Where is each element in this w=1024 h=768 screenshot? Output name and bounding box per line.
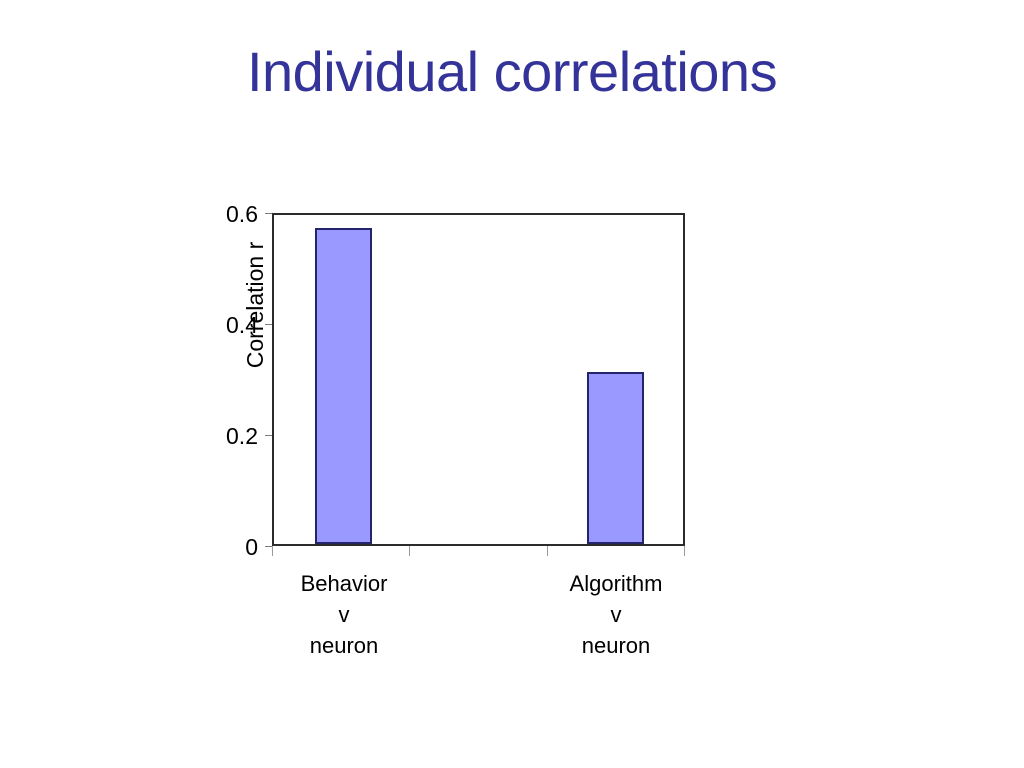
x-category-label-0-line-2: v — [338, 602, 350, 627]
x-category-label-0: Behavior v neuron — [224, 568, 464, 661]
page-title: Individual correlations — [246, 40, 778, 103]
x-category-label-1-line-3: neuron — [581, 633, 651, 658]
x-tick-mark-1 — [409, 546, 410, 556]
x-category-label-1-line-1: Algorithm — [569, 571, 663, 596]
x-tick-mark-3 — [684, 546, 685, 556]
x-tick-mark-2 — [547, 546, 548, 556]
x-category-label-1-line-2: v — [610, 602, 622, 627]
y-tick-label-1: 0.2 — [226, 423, 258, 449]
y-tick-label-3: 0.6 — [226, 201, 258, 227]
x-category-label-0-line-1: Behavior — [300, 571, 388, 596]
y-axis-label: Correlation r — [242, 241, 268, 369]
y-tick-mark-2 — [265, 324, 273, 325]
y-tick-label-2: 0.4 — [226, 312, 258, 338]
y-tick-label-0: 0 — [245, 534, 258, 560]
bar-algorithm-v-neuron[interactable] — [587, 372, 644, 544]
x-category-label-1: Algorithm v neuron — [496, 568, 736, 661]
x-category-label-0-line-3: neuron — [309, 633, 379, 658]
bar-behavior-v-neuron[interactable] — [315, 228, 372, 544]
y-tick-mark-3 — [265, 213, 273, 214]
y-tick-mark-1 — [265, 435, 273, 436]
y-tick-mark-0 — [265, 546, 273, 547]
x-tick-mark-0 — [272, 546, 273, 556]
